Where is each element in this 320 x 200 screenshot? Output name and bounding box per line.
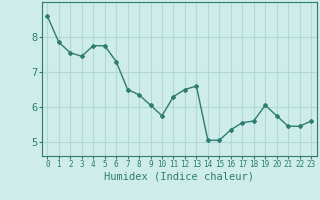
X-axis label: Humidex (Indice chaleur): Humidex (Indice chaleur) (104, 172, 254, 182)
